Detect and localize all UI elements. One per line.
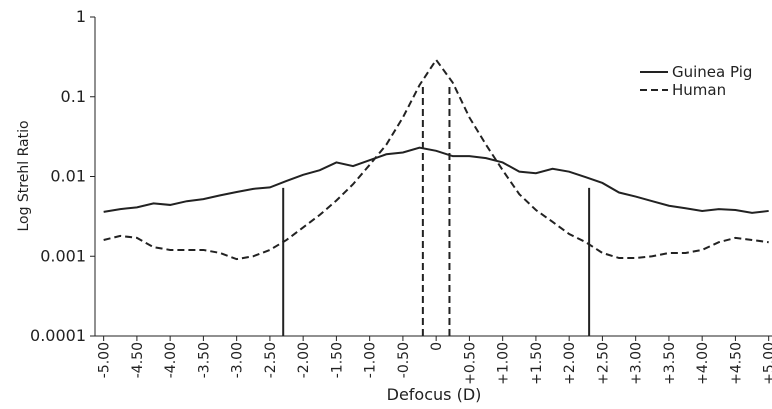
x-tick-label: -4.50	[130, 342, 146, 378]
y-tick-label: 0.01	[50, 167, 86, 186]
y-tick-label: 0.0001	[30, 326, 86, 345]
x-tick-label: -2.00	[296, 342, 312, 378]
x-axis-title: Defocus (D)	[387, 385, 482, 404]
x-tick-label: +5.00	[762, 342, 772, 385]
x-tick-label: -4.00	[163, 342, 179, 378]
x-tick-label: +3.00	[629, 342, 645, 385]
series-line	[103, 58, 769, 261]
x-tick-label: -3.00	[230, 342, 246, 378]
x-tick-label: +4.50	[728, 342, 744, 385]
y-axis-title: Log Strehl Ratio	[16, 120, 32, 231]
x-tick-label: 0	[429, 342, 445, 351]
legend-label: Guinea Pig	[672, 63, 752, 81]
x-tick-label: +0.50	[462, 342, 478, 385]
x-tick-label: -5.00	[97, 342, 113, 378]
x-tick-label: -1.00	[363, 342, 379, 378]
y-tick-label: 0.001	[40, 246, 86, 265]
x-tick-label: +1.50	[529, 342, 545, 385]
x-tick-label: +3.50	[662, 342, 678, 385]
x-tick-label: -0.50	[396, 342, 412, 378]
x-tick-label: -3.50	[196, 342, 212, 378]
y-tick-label: 1	[76, 7, 86, 26]
x-tick-label: +4.00	[695, 342, 711, 385]
series-line	[103, 146, 769, 214]
y-tick-label: 0.1	[61, 87, 86, 106]
x-tick-label: +1.00	[496, 342, 512, 385]
legend-label: Human	[672, 81, 726, 99]
x-tick-label: -2.50	[263, 342, 279, 378]
x-tick-label: -1.50	[329, 342, 345, 378]
x-tick-label: +2.50	[595, 342, 611, 385]
x-tick-label: +2.00	[562, 342, 578, 385]
